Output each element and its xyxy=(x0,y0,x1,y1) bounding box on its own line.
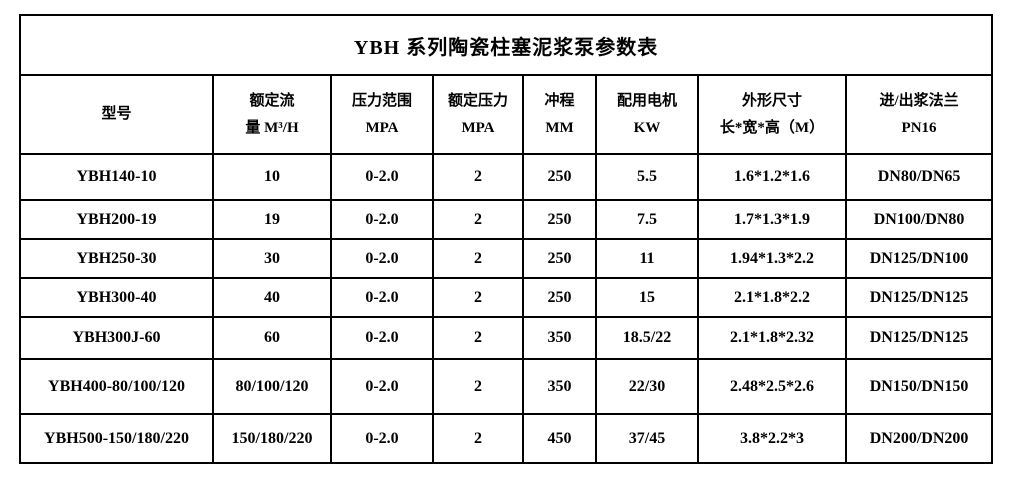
table-cell-col4: 450 xyxy=(522,413,597,464)
table-body: YBH140-10 10 0-2.0 2 250 5.5 1.6*1.2*1.6 DN80/D… xyxy=(19,153,994,464)
column-header-2: 压力范围 MPA xyxy=(330,74,434,155)
table-cell-col1: 40 xyxy=(212,277,332,318)
table-cell-col7: DN150/DN150 xyxy=(844,358,994,415)
column-header-6: 外形尺寸长*宽*高（M） xyxy=(697,74,847,155)
table-row: YBH300J-60 60 0-2.0 2 350 18.5/22 2.1*1.8*2.32… xyxy=(19,316,994,360)
column-header-line1: 配用电机 xyxy=(616,93,677,110)
table-cell-col0: YBH300J-60 xyxy=(19,316,214,360)
column-header-line1: 进/出浆法兰 xyxy=(879,93,959,110)
column-header-1: 额定流量 M³/H xyxy=(212,74,332,155)
column-header-line2: MPA xyxy=(461,119,495,136)
table-row: YBH400-80/100/120 80/100/120 0-2.0 2 350 22/3… xyxy=(19,358,994,415)
table-cell-col4: 250 xyxy=(522,238,597,279)
table-cell-col4: 350 xyxy=(522,358,597,415)
table-cell-col7: DN125/DN100 xyxy=(844,238,994,279)
table-row: YBH250-30 30 0-2.0 2 250 11 1.94*1.3*2.2 DN125/… xyxy=(19,238,994,279)
table-cell-col3: 2 xyxy=(432,199,524,240)
column-header-line1: 型号 xyxy=(101,106,132,123)
table-cell-col0: YBH300-40 xyxy=(19,277,214,318)
table-cell-col2: 0-2.0 xyxy=(330,316,434,360)
table-cell-col6: 3.8*2.2*3 xyxy=(697,413,847,464)
table-cell-col3: 2 xyxy=(432,316,524,360)
header-row: 型号 额定流量 M³/H 压力范围 MPA 额定压力 MPA 冲程 MM 配用电机 KW 外形尺寸长… xyxy=(19,74,994,155)
table-cell-col0: YBH400-80/100/120 xyxy=(19,358,214,415)
table-cell-col1: 10 xyxy=(212,153,332,201)
table-cell-col3: 2 xyxy=(432,413,524,464)
table-cell-col2: 0-2.0 xyxy=(330,199,434,240)
column-header-line2: MM xyxy=(545,119,574,136)
title-row: YBH 系列陶瓷柱塞泥浆泵参数表 xyxy=(18,14,994,76)
column-header-line1: 外形尺寸 xyxy=(741,93,802,110)
table-cell-col4: 250 xyxy=(522,153,597,201)
table-cell-col3: 2 xyxy=(432,238,524,279)
table-cell-col0: YBH250-30 xyxy=(19,238,214,279)
table-cell-col4: 250 xyxy=(522,277,597,318)
table-cell-col5: 11 xyxy=(595,238,699,279)
column-header-5: 配用电机 KW xyxy=(595,74,699,155)
column-header-line1: 压力范围 xyxy=(351,93,412,110)
table-title: YBH 系列陶瓷柱塞泥浆泵参数表 xyxy=(18,14,994,76)
table-cell-col2: 0-2.0 xyxy=(330,277,434,318)
table-cell-col3: 2 xyxy=(432,277,524,318)
table-cell-col7: DN80/DN65 xyxy=(844,153,994,201)
table-row: YBH500-150/180/220 150/180/220 0-2.0 2 450 37… xyxy=(19,413,994,464)
column-header-line2: KW xyxy=(633,119,661,136)
column-header-line2: 长*宽*高（M） xyxy=(719,119,825,136)
column-header-line2: PN16 xyxy=(901,119,937,136)
table-cell-col7: DN125/DN125 xyxy=(844,316,994,360)
column-header-line1: 冲程 xyxy=(544,93,575,110)
table-cell-col5: 15 xyxy=(595,277,699,318)
table-row: YBH300-40 40 0-2.0 2 250 15 2.1*1.8*2.2 DN125/D… xyxy=(19,277,994,318)
table-cell-col2: 0-2.0 xyxy=(330,238,434,279)
table-cell-col6: 1.94*1.3*2.2 xyxy=(697,238,847,279)
table-cell-col6: 1.6*1.2*1.6 xyxy=(697,153,847,201)
table-cell-col1: 60 xyxy=(212,316,332,360)
table-cell-col1: 19 xyxy=(212,199,332,240)
table-row: YBH200-19 19 0-2.0 2 250 7.5 1.7*1.3*1.9 DN100/… xyxy=(19,199,994,240)
table-cell-col2: 0-2.0 xyxy=(330,413,434,464)
table-cell-col6: 2.48*2.5*2.6 xyxy=(697,358,847,415)
table-row: YBH140-10 10 0-2.0 2 250 5.5 1.6*1.2*1.6 DN80/D… xyxy=(19,153,994,201)
table-cell-col5: 18.5/22 xyxy=(595,316,699,360)
column-header-line2: 量 M³/H xyxy=(245,119,299,136)
table-cell-col1: 150/180/220 xyxy=(212,413,332,464)
table-cell-col6: 2.1*1.8*2.32 xyxy=(697,316,847,360)
table-cell-col3: 2 xyxy=(432,153,524,201)
table-cell-col5: 5.5 xyxy=(595,153,699,201)
table-cell-col1: 30 xyxy=(212,238,332,279)
table-cell-col3: 2 xyxy=(432,358,524,415)
table-cell-col7: DN100/DN80 xyxy=(844,199,994,240)
column-header-0: 型号 xyxy=(19,74,214,155)
table-cell-col7: DN125/DN125 xyxy=(844,277,994,318)
column-header-line1: 额定压力 xyxy=(447,93,508,110)
table-cell-col7: DN200/DN200 xyxy=(844,413,994,464)
table-cell-col4: 350 xyxy=(522,316,597,360)
column-header-3: 额定压力 MPA xyxy=(432,74,524,155)
table-cell-col0: YBH200-19 xyxy=(19,199,214,240)
column-header-line1: 额定流 xyxy=(249,93,295,110)
table-cell-col5: 7.5 xyxy=(595,199,699,240)
table-cell-col6: 2.1*1.8*2.2 xyxy=(697,277,847,318)
table-cell-col0: YBH140-10 xyxy=(19,153,214,201)
column-header-4: 冲程 MM xyxy=(522,74,597,155)
pump-parameters-table: YBH 系列陶瓷柱塞泥浆泵参数表 型号 额定流量 M³/H 压力范围 MPA 额定压力 M… xyxy=(18,14,994,464)
table-cell-col4: 250 xyxy=(522,199,597,240)
column-header-7: 进/出浆法兰 PN16 xyxy=(844,74,994,155)
table-cell-col5: 37/45 xyxy=(595,413,699,464)
table-cell-col1: 80/100/120 xyxy=(212,358,332,415)
table-cell-col6: 1.7*1.3*1.9 xyxy=(697,199,847,240)
table-cell-col0: YBH500-150/180/220 xyxy=(19,413,214,464)
column-header-line2: MPA xyxy=(365,119,399,136)
table-cell-col2: 0-2.0 xyxy=(330,153,434,201)
table-cell-col5: 22/30 xyxy=(595,358,699,415)
table-cell-col2: 0-2.0 xyxy=(330,358,434,415)
page: YBH 系列陶瓷柱塞泥浆泵参数表 型号 额定流量 M³/H 压力范围 MPA 额定压力 M… xyxy=(0,14,1011,490)
